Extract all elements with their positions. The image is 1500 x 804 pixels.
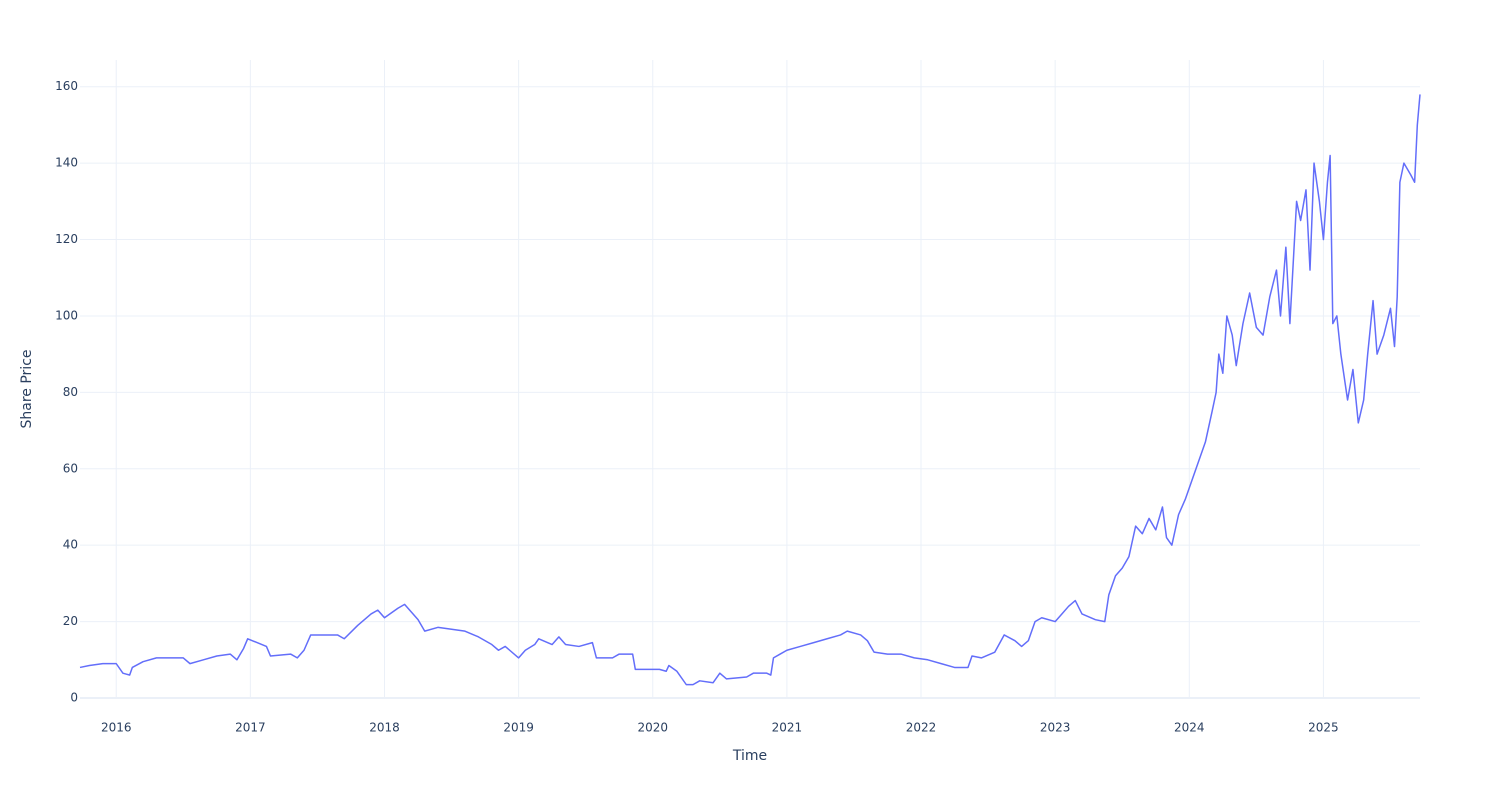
x-tick-label: 2022 [906,721,937,735]
x-tick-label: 2024 [1174,721,1205,735]
y-tick-label: 60 [63,461,78,475]
x-tick-label: 2018 [369,721,400,735]
x-tick-label: 2025 [1308,721,1339,735]
y-axis-title: Share Price [19,349,35,428]
price-line [79,94,1421,686]
x-tick-label: 2016 [101,721,132,735]
x-tick-label: 2021 [772,721,803,735]
y-tick-label: 100 [55,308,78,322]
y-tick-label: 0 [70,691,78,705]
x-tick-label: 2020 [637,721,668,735]
x-tick-label: 2019 [503,721,534,735]
y-tick-label: 140 [55,156,78,170]
y-tick-label: 40 [63,538,78,552]
x-tick-label: 2023 [1040,721,1071,735]
x-axis-title: Time [732,748,767,764]
x-tick-label: 2017 [235,721,266,735]
y-tick-label: 160 [55,79,78,93]
y-tick-label: 80 [63,385,78,399]
y-tick-label: 20 [63,614,78,628]
y-tick-label: 120 [55,232,78,246]
